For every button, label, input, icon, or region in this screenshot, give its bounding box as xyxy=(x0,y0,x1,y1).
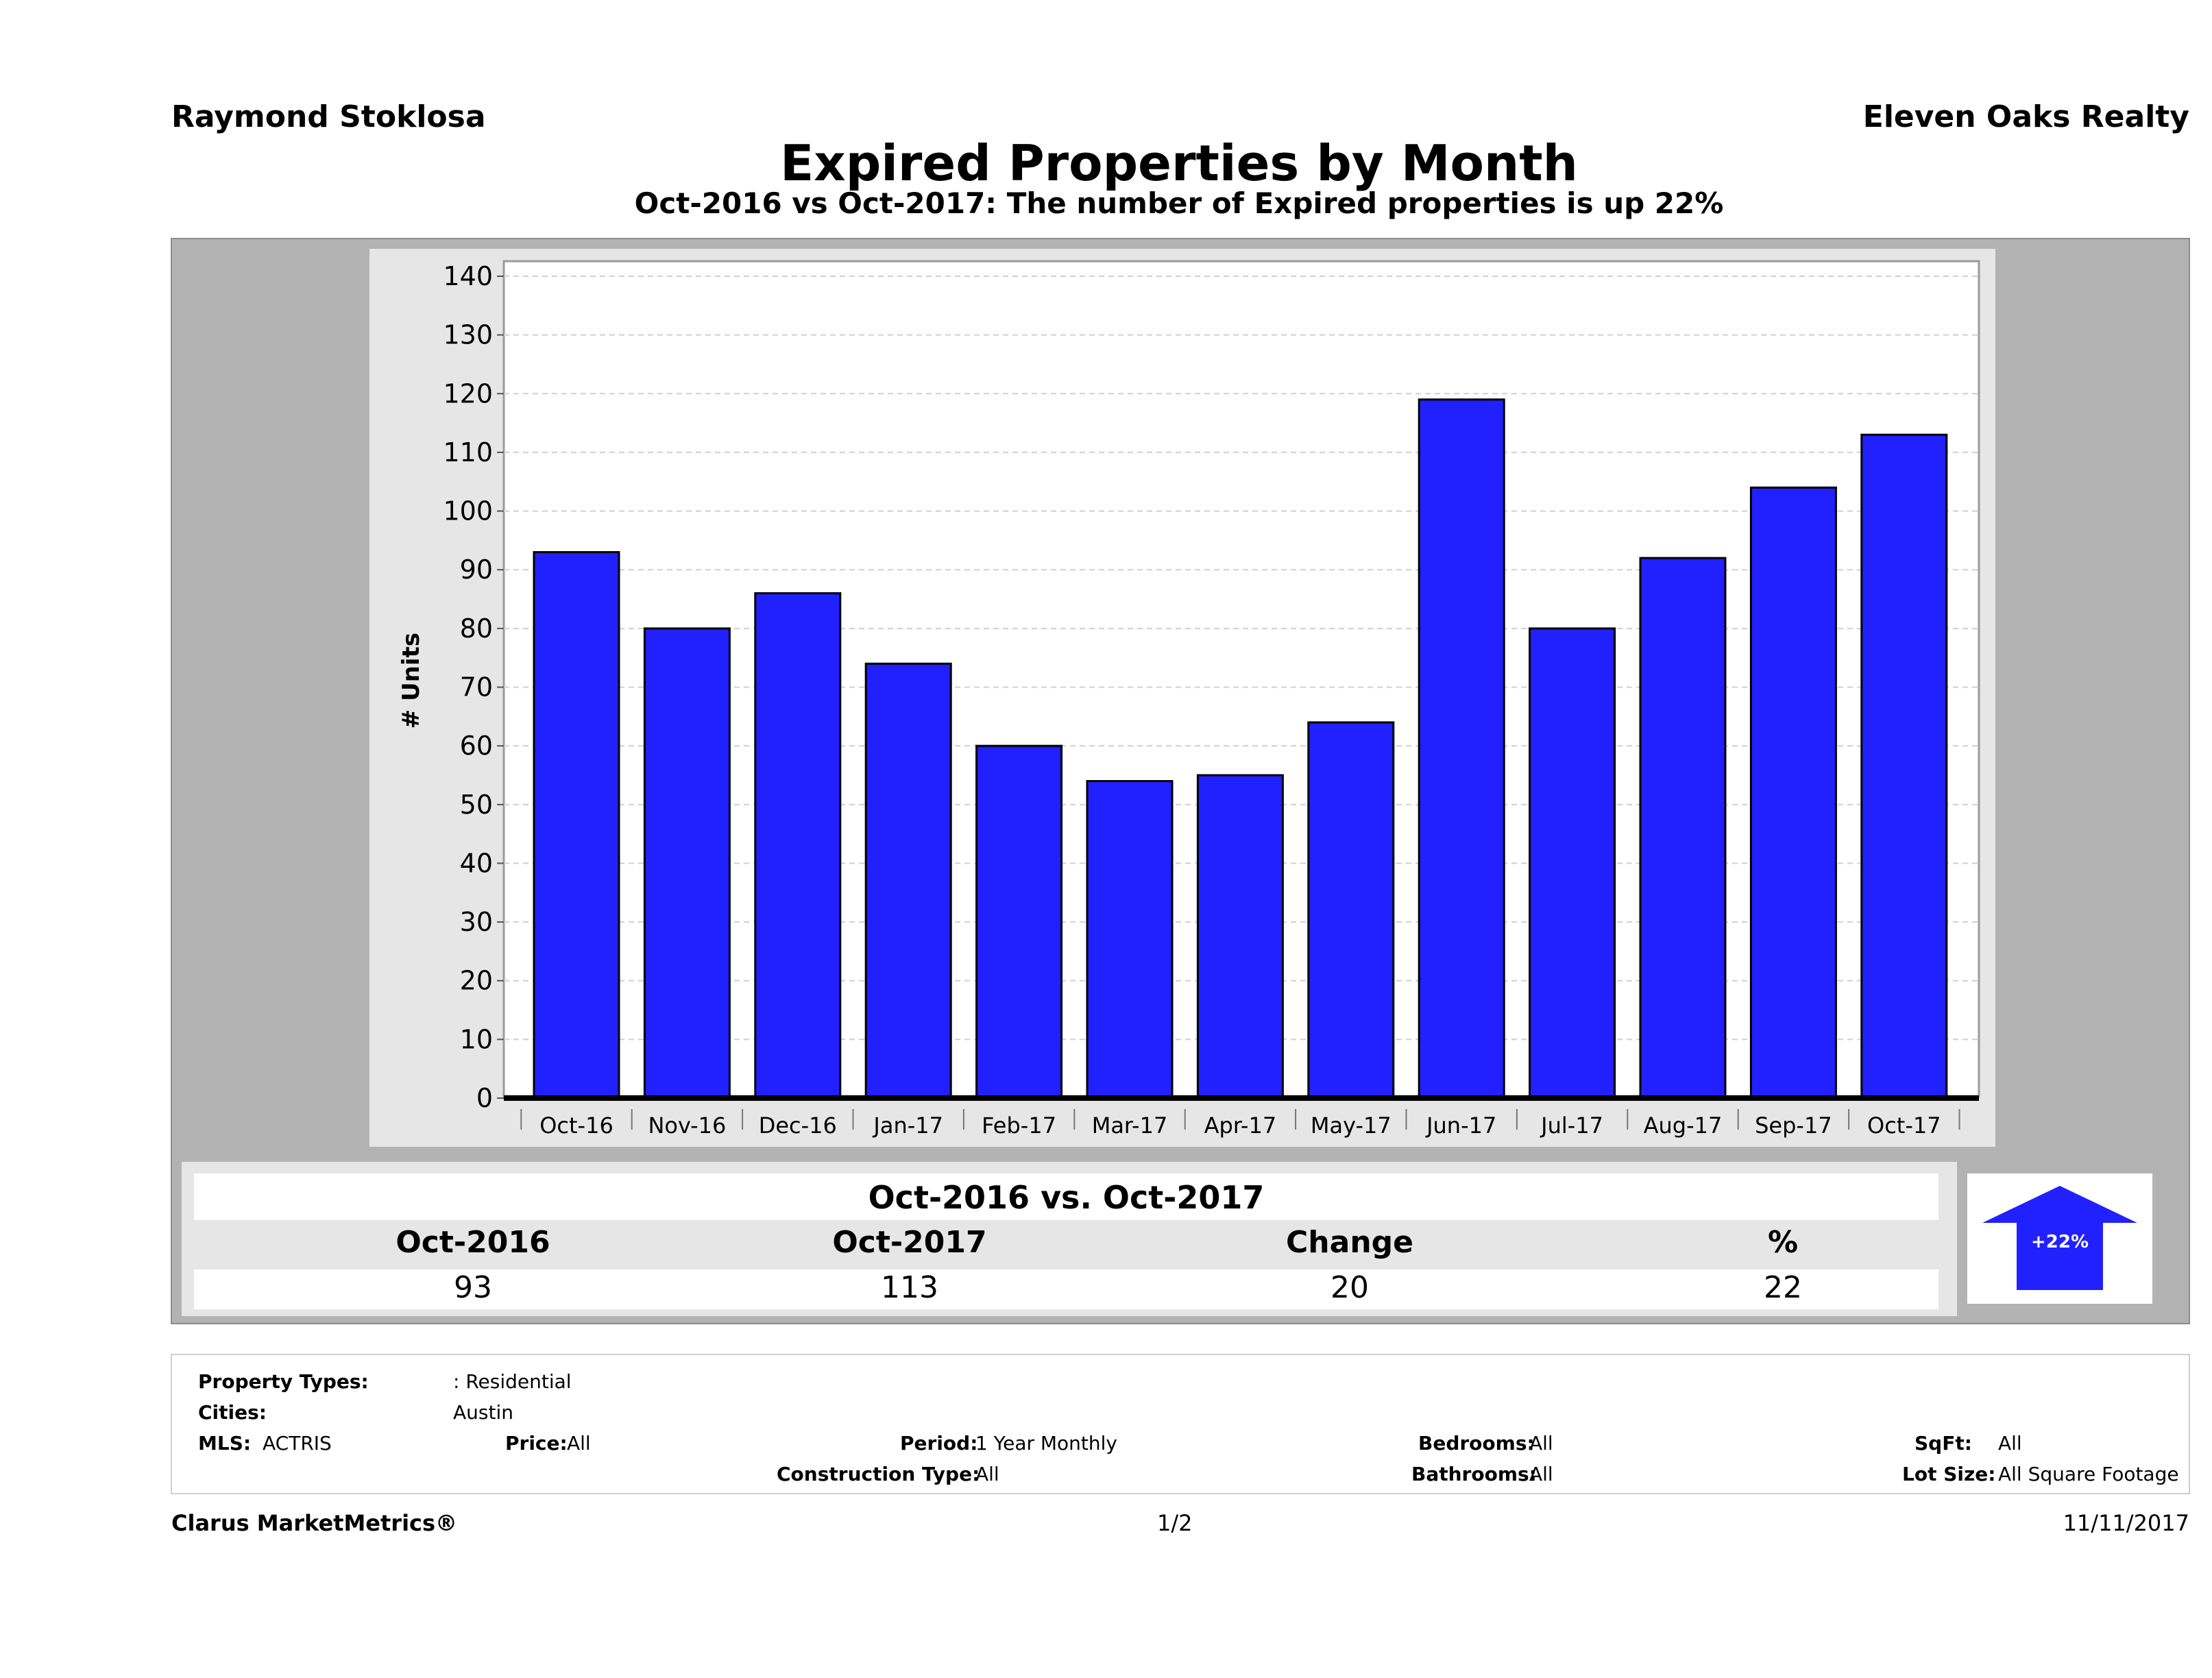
bar-chart: 0 10 20 30 40 50 60 70 80 90 100 110 120 130 140 Oct-1… xyxy=(398,260,1980,1139)
x-tick-label: Oct-16 xyxy=(539,1112,613,1139)
bar-apr-17 xyxy=(1196,774,1284,1099)
y-tick-label: 70 xyxy=(460,672,493,703)
change-badge: +22% xyxy=(1967,1174,2152,1304)
criteria-construction-value: All xyxy=(975,1463,999,1485)
y-tick-label: 50 xyxy=(460,790,493,820)
summary-heading-row xyxy=(194,1174,1938,1220)
criteria-mls-label: MLS: xyxy=(198,1432,252,1455)
x-tick-label: Oct-17 xyxy=(1867,1112,1941,1139)
criteria-lotsize-value: All Square Footage xyxy=(1998,1463,2179,1485)
agent-name: Raymond Stoklosa xyxy=(171,99,486,134)
bar-oct-16 xyxy=(533,551,620,1099)
criteria-period-label: Period: xyxy=(900,1432,978,1455)
bar-nov-16 xyxy=(643,627,731,1099)
criteria-construction-label: Construction Type: xyxy=(777,1463,980,1485)
x-tick-label: Jul-17 xyxy=(1540,1112,1603,1139)
summary-col-change: Change xyxy=(1286,1225,1413,1260)
bar-oct-17 xyxy=(1860,433,1948,1099)
x-tick-label: Mar-17 xyxy=(1092,1112,1168,1139)
criteria-bathrooms-label: Bathrooms: xyxy=(1411,1463,1537,1485)
summary-col-oct2016: Oct-2016 xyxy=(396,1225,550,1260)
y-axis-label: # Units xyxy=(398,633,425,729)
x-tick-label: May-17 xyxy=(1311,1112,1391,1139)
y-tick-label: 90 xyxy=(460,555,493,585)
x-axis-ticks: Oct-16 Nov-16 Dec-16 Jan-17 Feb-17 Mar-17 Apr-… xyxy=(520,1109,1960,1139)
criteria-price-label: Price: xyxy=(505,1432,568,1455)
criteria-mls-value: ACTRIS xyxy=(263,1432,332,1455)
y-tick-label: 0 xyxy=(476,1083,493,1113)
x-tick-label: Feb-17 xyxy=(982,1112,1056,1139)
bar-feb-17 xyxy=(975,744,1063,1099)
y-tick-label: 30 xyxy=(460,907,493,937)
change-badge-label: +22% xyxy=(2031,1232,2089,1252)
summary-value-change: 20 xyxy=(1330,1270,1369,1305)
y-tick-label: 80 xyxy=(460,613,493,644)
company-name: Eleven Oaks Realty xyxy=(1862,99,2189,134)
bar-may-17 xyxy=(1307,721,1395,1099)
bar-mar-17 xyxy=(1086,780,1174,1099)
criteria-bathrooms-value: All xyxy=(1529,1463,1553,1485)
x-tick-label: Aug-17 xyxy=(1644,1112,1723,1139)
y-tick-label: 10 xyxy=(460,1024,493,1054)
search-criteria: Property Types: : Residential Cities: Au… xyxy=(171,1354,2190,1494)
footer-page-number: 1/2 xyxy=(1157,1510,1193,1536)
criteria-bedrooms-label: Bedrooms: xyxy=(1418,1432,1535,1455)
x-tick-label: Apr-17 xyxy=(1204,1112,1277,1139)
summary-col-percent: % xyxy=(1767,1225,1799,1260)
y-tick-label: 100 xyxy=(443,496,493,526)
y-tick-label: 60 xyxy=(460,731,493,761)
criteria-bedrooms-value: All xyxy=(1529,1432,1553,1455)
bar-jun-17 xyxy=(1418,398,1505,1099)
criteria-cities-label: Cities: xyxy=(198,1401,267,1424)
bars xyxy=(533,398,1948,1099)
page-title: Expired Properties by Month xyxy=(780,134,1578,192)
gridlines xyxy=(504,276,1979,1041)
x-tick-label: Sep-17 xyxy=(1755,1112,1832,1139)
x-tick-label: Jan-17 xyxy=(872,1112,943,1139)
summary-value-percent: 22 xyxy=(1764,1270,1802,1305)
y-tick-label: 110 xyxy=(443,437,493,467)
footer-date: 11/11/2017 xyxy=(2063,1510,2189,1536)
summary-table: Oct-2016 vs. Oct-2017 Oct-2016 Oct-2017 … xyxy=(182,1162,1957,1316)
bar-sep-17 xyxy=(1749,486,1837,1099)
footer-brand: Clarus MarketMetrics® xyxy=(171,1510,458,1536)
y-tick-label: 20 xyxy=(460,966,493,996)
criteria-period-value: 1 Year Monthly xyxy=(975,1432,1118,1455)
y-tick-label: 120 xyxy=(443,378,493,409)
chart-container: 0 10 20 30 40 50 60 70 80 90 100 110 120 130 140 Oct-1… xyxy=(369,249,1995,1147)
criteria-cities-value: Austin xyxy=(453,1401,513,1424)
page-subtitle: Oct-2016 vs Oct-2017: The number of Expi… xyxy=(634,186,1724,220)
y-tick-label: 40 xyxy=(460,848,493,878)
x-tick-label: Jun-17 xyxy=(1425,1112,1496,1139)
summary-value-oct2017: 113 xyxy=(881,1270,938,1305)
summary-heading: Oct-2016 vs. Oct-2017 xyxy=(868,1179,1265,1216)
summary-values-row xyxy=(194,1269,1938,1309)
x-tick-label: Dec-16 xyxy=(759,1112,837,1139)
criteria-property-types-value: : Residential xyxy=(453,1370,572,1393)
bar-jul-17 xyxy=(1529,627,1616,1099)
criteria-lotsize-label: Lot Size: xyxy=(1902,1463,1996,1485)
y-axis-ticks: 0 10 20 30 40 50 60 70 80 90 100 110 120 130 140 xyxy=(443,261,504,1113)
criteria-price-value: All xyxy=(567,1432,591,1455)
criteria-sqft-label: SqFt: xyxy=(1915,1432,1972,1455)
summary-col-oct2017: Oct-2017 xyxy=(832,1225,987,1260)
criteria-property-types-label: Property Types: xyxy=(198,1370,369,1393)
bar-jan-17 xyxy=(864,662,952,1099)
summary-value-oct2016: 93 xyxy=(454,1270,492,1305)
criteria-sqft-value: All xyxy=(1998,1432,2022,1455)
up-arrow-icon xyxy=(1982,1186,2137,1290)
y-tick-label: 130 xyxy=(443,320,493,350)
bar-aug-17 xyxy=(1639,557,1727,1099)
x-tick-label: Nov-16 xyxy=(648,1112,726,1139)
bar-dec-16 xyxy=(754,592,842,1099)
y-tick-label: 140 xyxy=(443,261,493,291)
